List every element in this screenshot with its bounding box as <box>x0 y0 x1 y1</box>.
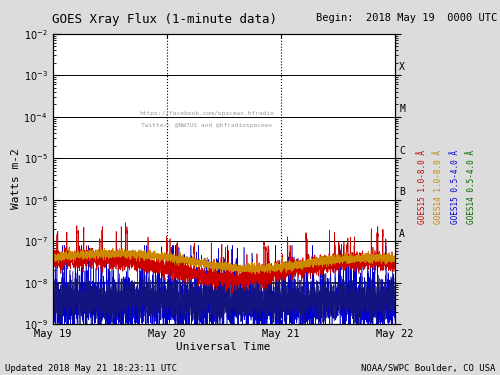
Text: Updated 2018 May 21 18:23:11 UTC: Updated 2018 May 21 18:23:11 UTC <box>5 364 177 373</box>
Y-axis label: Watts m-2: Watts m-2 <box>10 149 20 209</box>
Text: B: B <box>399 187 405 197</box>
Text: https://facebook.com/spacewx.hfradio: https://facebook.com/spacewx.hfradio <box>139 111 274 116</box>
Text: GOES14 0.5-4.0 Å: GOES14 0.5-4.0 Å <box>466 150 475 225</box>
Text: GOES15 0.5-4.0 Å: GOES15 0.5-4.0 Å <box>450 150 460 225</box>
Text: Begin:  2018 May 19  0000 UTC: Begin: 2018 May 19 0000 UTC <box>316 13 498 23</box>
X-axis label: Universal Time: Universal Time <box>176 342 271 352</box>
Text: X: X <box>399 63 405 72</box>
Text: NOAA/SWPC Boulder, CO USA: NOAA/SWPC Boulder, CO USA <box>360 364 495 373</box>
Text: Twitter: @NW7US and @hfradiospacews: Twitter: @NW7US and @hfradiospacews <box>141 123 272 128</box>
Text: GOES15 1.0-8.0 Å: GOES15 1.0-8.0 Å <box>418 150 427 225</box>
Text: GOES Xray Flux (1-minute data): GOES Xray Flux (1-minute data) <box>52 13 278 26</box>
Text: GOES14 1.0-8.0 Å: GOES14 1.0-8.0 Å <box>434 150 443 225</box>
Text: M: M <box>399 104 405 114</box>
Text: C: C <box>399 146 405 156</box>
Text: A: A <box>399 228 405 238</box>
